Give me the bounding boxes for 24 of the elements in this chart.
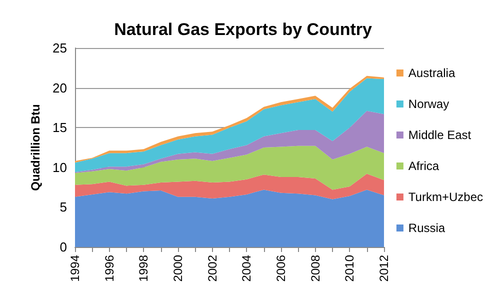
x-tick-label: 1996: [102, 254, 116, 282]
legend-label: Middle East: [408, 128, 472, 142]
legend-label: Africa: [408, 159, 440, 173]
y-tick-label: 15: [52, 120, 67, 136]
y-tick-label: 25: [52, 40, 67, 56]
x-tick-label: 1994: [68, 254, 82, 282]
x-tick-label: 2008: [308, 254, 322, 282]
x-tick-label: 2000: [171, 254, 185, 282]
y-tick-label: 5: [60, 200, 67, 215]
x-tick-label: 2006: [274, 254, 288, 282]
legend-label: Norway: [408, 97, 450, 111]
legend-label: Australia: [408, 66, 456, 80]
y-tick-label: 20: [52, 80, 67, 96]
x-tick-label: 2004: [240, 254, 254, 282]
x-tick-label: 2012: [377, 254, 391, 282]
y-axis-title: Quadrillion Btu: [28, 104, 43, 191]
x-tick-label: 1998: [136, 254, 151, 282]
legend-label: Russia: [408, 221, 446, 235]
chart-title: Natural Gas Exports by Country: [114, 20, 372, 39]
x-tick-label: 2002: [205, 254, 220, 282]
legend-label: Turkm+Uzbec: [408, 190, 484, 204]
x-tick-label: 2010: [342, 254, 357, 282]
y-tick-label: 10: [52, 160, 67, 175]
y-tick-label: 0: [60, 240, 67, 254]
